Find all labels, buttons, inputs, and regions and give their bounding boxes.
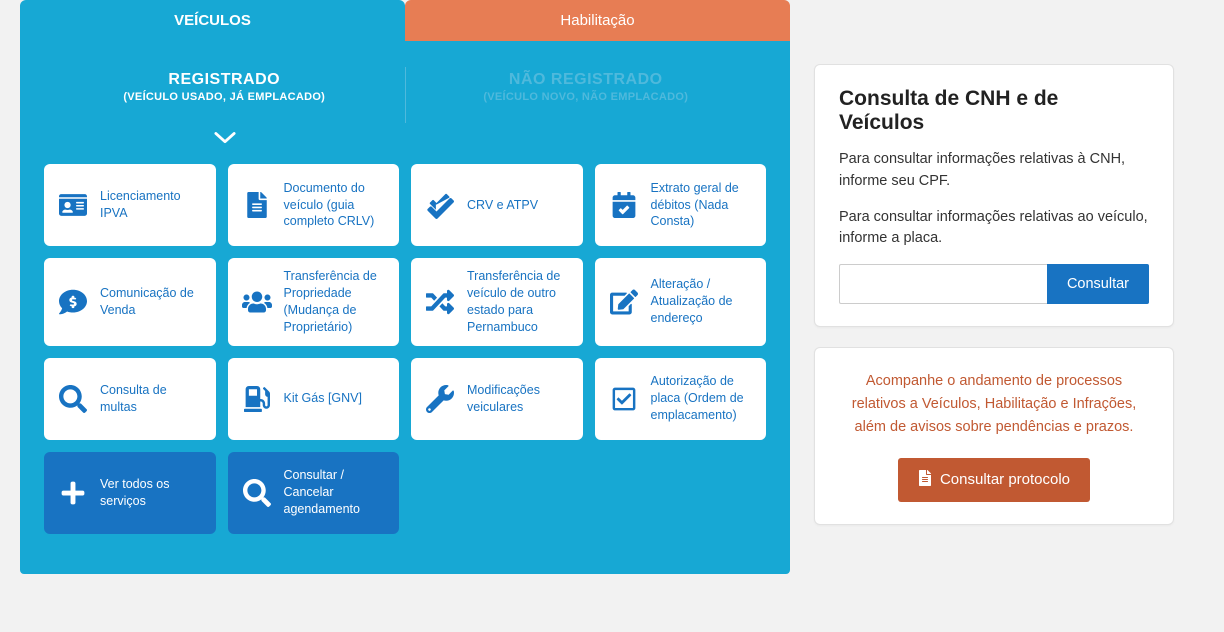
edit-icon [607, 288, 641, 316]
subtab-registrado-sub: (VEÍCULO USADO, JÁ EMPLACADO) [44, 91, 405, 103]
main-tabs: VEÍCULOS Habilitação [20, 0, 790, 41]
service-card-label: Consulta de multas [100, 382, 204, 416]
service-card-label: Documento do veículo (guia completo CRLV… [284, 180, 388, 231]
service-card-label: Transferência de veículo de outro estado… [467, 268, 571, 336]
sub-tabs: REGISTRADO (VEÍCULO USADO, JÁ EMPLACADO)… [44, 61, 766, 123]
consultar-protocolo-button[interactable]: Consultar protocolo [898, 458, 1090, 502]
consulta-panel: Consulta de CNH e de Veículos Para consu… [814, 64, 1174, 327]
consulta-input-row: Consultar [839, 264, 1149, 304]
service-card[interactable]: CRV e ATPV [411, 164, 583, 246]
service-card-label: Modificações veiculares [467, 382, 571, 416]
shuffle-icon [423, 288, 457, 316]
file-icon [918, 470, 932, 490]
service-card-label: Alteração / Atualização de endereço [651, 276, 755, 327]
protocolo-text: Acompanhe o andamento de processos relat… [839, 370, 1149, 440]
service-cards-grid: Licenciamento IPVA Documento do veículo (… [44, 164, 766, 534]
subtab-nao-registrado[interactable]: NÃO REGISTRADO (VEÍCULO NOVO, NÃO EMPLAC… [406, 61, 767, 123]
check-double-icon [423, 191, 457, 219]
search-icon [56, 385, 90, 413]
subtab-registrado[interactable]: REGISTRADO (VEÍCULO USADO, JÁ EMPLACADO) [44, 61, 405, 123]
service-card-label: Licenciamento IPVA [100, 188, 204, 222]
service-card[interactable]: Autorização de placa (Ordem de emplacame… [595, 358, 767, 440]
exchange-people-icon [240, 287, 274, 317]
service-card[interactable]: Licenciamento IPVA [44, 164, 216, 246]
veiculos-content: REGISTRADO (VEÍCULO USADO, JÁ EMPLACADO)… [20, 41, 790, 574]
search-icon [240, 479, 274, 507]
vehicles-panel: VEÍCULOS Habilitação REGISTRADO (VEÍCULO… [20, 0, 790, 574]
service-card-label: Comunicação de Venda [100, 285, 204, 319]
subtab-registrado-title: REGISTRADO [44, 71, 405, 89]
service-card-label: Kit Gás [GNV] [284, 390, 363, 407]
consulta-text-veiculo: Para consultar informações relativas ao … [839, 207, 1149, 251]
tab-habilitacao[interactable]: Habilitação [405, 0, 790, 41]
service-card[interactable]: Comunicação de Venda [44, 258, 216, 346]
subtab-nao-registrado-title: NÃO REGISTRADO [406, 71, 767, 89]
subtab-nao-registrado-sub: (VEÍCULO NOVO, NÃO EMPLACADO) [406, 91, 767, 103]
consulta-text-cnh: Para consultar informações relativas à C… [839, 149, 1149, 193]
gas-pump-icon [240, 386, 274, 412]
service-card[interactable]: Transferência de veículo de outro estado… [411, 258, 583, 346]
consulta-title: Consulta de CNH e de Veículos [839, 87, 1149, 135]
chevron-down-icon [44, 131, 405, 150]
calendar-check-icon [607, 192, 641, 218]
wrench-icon [423, 385, 457, 413]
plus-icon [56, 480, 90, 506]
service-card[interactable]: Ver todos os serviços [44, 452, 216, 534]
service-card-label: Transferência de Propriedade (Mudança de… [284, 268, 388, 336]
service-card-label: Consultar / Cancelar agendamento [284, 467, 388, 518]
id-card-icon [56, 191, 90, 219]
comment-dollar-icon [56, 288, 90, 316]
consultar-button[interactable]: Consultar [1047, 264, 1149, 304]
service-card[interactable]: Consultar / Cancelar agendamento [228, 452, 400, 534]
service-card-label: Autorização de placa (Ordem de emplacame… [651, 373, 755, 424]
tab-veiculos[interactable]: VEÍCULOS [20, 0, 405, 41]
service-card[interactable]: Extrato geral de débitos (Nada Consta) [595, 164, 767, 246]
service-card[interactable]: Consulta de multas [44, 358, 216, 440]
service-card[interactable]: Kit Gás [GNV] [228, 358, 400, 440]
service-card[interactable]: Documento do veículo (guia completo CRLV… [228, 164, 400, 246]
consulta-input[interactable] [839, 264, 1047, 304]
protocolo-button-label: Consultar protocolo [940, 471, 1070, 488]
check-square-icon [607, 386, 641, 412]
service-card[interactable]: Modificações veiculares [411, 358, 583, 440]
service-card-label: CRV e ATPV [467, 197, 538, 214]
service-card[interactable]: Alteração / Atualização de endereço [595, 258, 767, 346]
protocolo-panel: Acompanhe o andamento de processos relat… [814, 347, 1174, 525]
file-icon [240, 192, 274, 218]
service-card[interactable]: Transferência de Propriedade (Mudança de… [228, 258, 400, 346]
service-card-label: Ver todos os serviços [100, 476, 204, 510]
service-card-label: Extrato geral de débitos (Nada Consta) [651, 180, 755, 231]
